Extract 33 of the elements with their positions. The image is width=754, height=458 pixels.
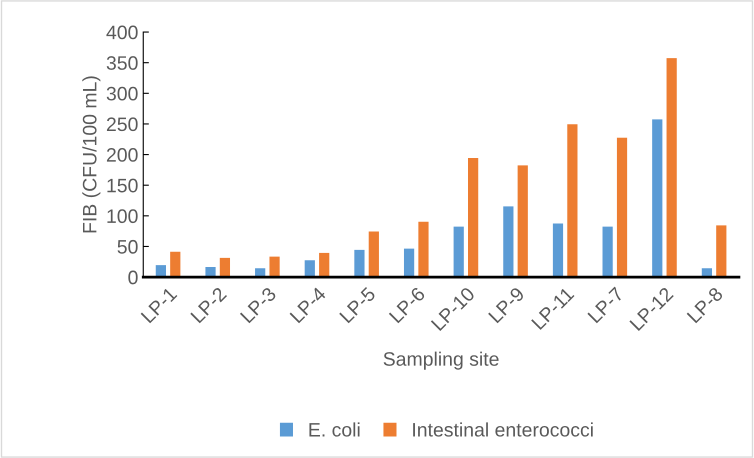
y-tick-label: 200: [106, 148, 138, 162]
x-axis-title: Sampling site: [384, 352, 499, 370]
bar: [651, 118, 664, 278]
y-tick-label: 100: [107, 209, 138, 224]
bar: [354, 249, 366, 278]
y-tick-label: 400: [106, 26, 138, 40]
bar: [368, 230, 380, 278]
legend-label: Intestinal enterococci: [413, 422, 593, 437]
bar: [602, 226, 614, 278]
bar: [304, 260, 316, 278]
legend-label: E. coli: [309, 422, 360, 437]
bar: [268, 256, 280, 278]
bar: [715, 224, 728, 278]
y-axis-title: FIB (CFU/100 mL): [82, 76, 100, 232]
y-tick-label: 50: [118, 240, 138, 254]
bar: [502, 206, 514, 278]
y-tick-label: 300: [106, 86, 138, 101]
bar: [318, 252, 330, 278]
bar: [219, 257, 231, 278]
bar: [666, 57, 678, 278]
y-tick-label: 350: [106, 56, 138, 70]
bar: [552, 222, 564, 278]
bar: [616, 137, 628, 278]
bar: [566, 124, 578, 278]
bar: [418, 220, 430, 278]
bar: [516, 164, 529, 278]
bar: [452, 226, 465, 278]
y-tick-label: 150: [107, 178, 138, 192]
y-tick-label: 250: [106, 117, 138, 132]
y-tick-label: 0: [128, 270, 138, 284]
bar: [467, 157, 479, 278]
bar: [403, 248, 415, 278]
bar: [169, 251, 182, 278]
